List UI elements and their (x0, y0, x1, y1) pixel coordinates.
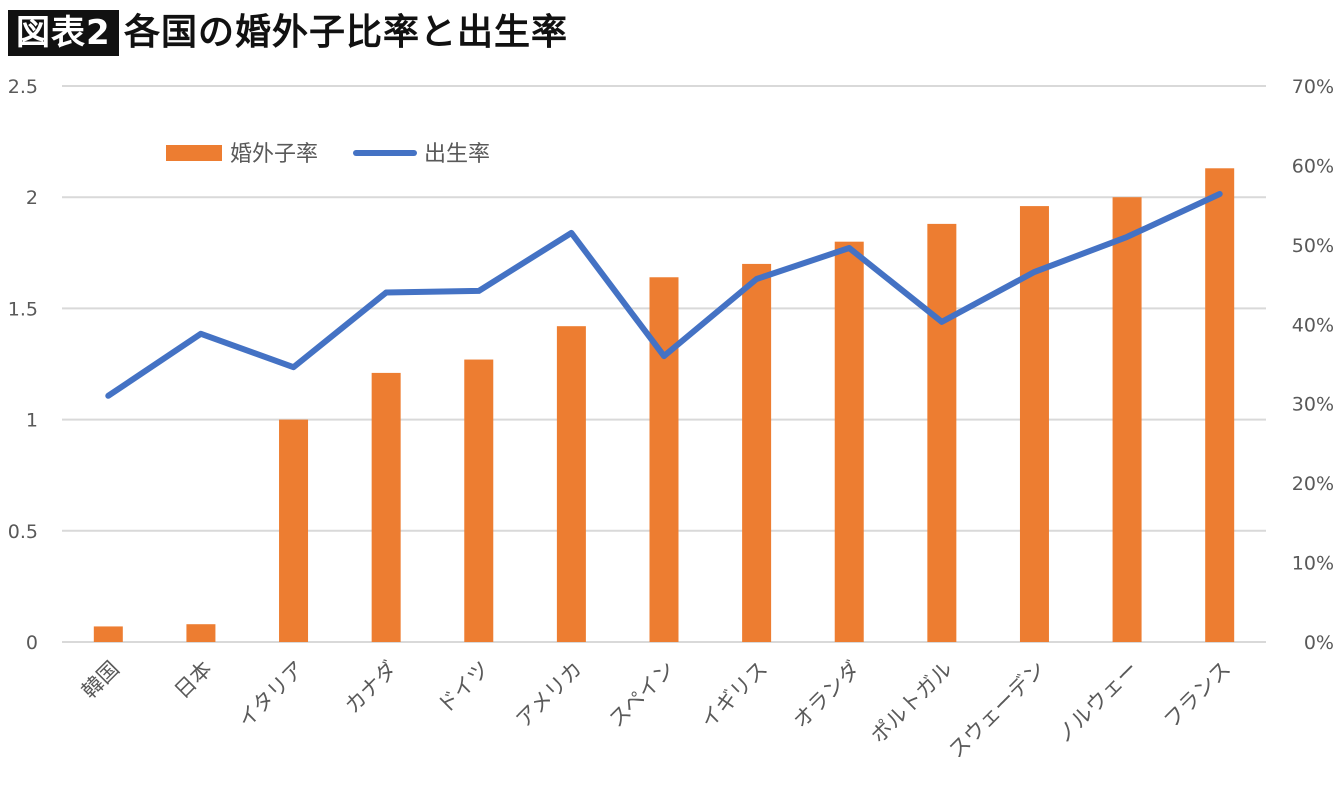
x-axis: 韓国 日本 イタリア カナダ ドイツ アメリカ スペイン イギリス オランダ ポルトガルスウェーデ… (77, 657, 1235, 763)
legend-swatch-bar (166, 145, 222, 161)
right-tick-label: 50% (1292, 235, 1334, 257)
bar (742, 263, 772, 642)
bar (927, 223, 957, 642)
figure-badge: 図表2 (8, 10, 119, 56)
left-tick-label: 0 (26, 632, 38, 654)
x-tick-label: 日本 (170, 657, 217, 704)
x-tick-label: イギリス (696, 657, 772, 733)
bar (1205, 168, 1235, 642)
bar-series (93, 168, 1235, 642)
legend-label-line: 出生率 (424, 142, 490, 167)
right-tick-label: 0% (1304, 632, 1334, 654)
right-tick-label: 20% (1292, 473, 1334, 495)
x-tick-label: フランス (1159, 657, 1235, 733)
bar (556, 326, 586, 642)
left-tick-label: 1 (26, 410, 38, 432)
right-tick-label: 70% (1292, 76, 1334, 98)
line-series (105, 191, 1223, 399)
bar (834, 241, 864, 642)
right-axis: 0% 10% 20% 30% 40% 50% 60% 70% (1292, 76, 1334, 654)
x-tick-label: イタリア (233, 657, 309, 733)
left-tick-label: 2 (26, 187, 38, 209)
legend-label-bar: 婚外子率 (230, 142, 318, 167)
x-tick-label: スペイン (604, 657, 679, 732)
left-tick-label: 2.5 (8, 76, 38, 98)
x-tick-label: カナダ (340, 657, 402, 719)
legend: 婚外子率 出生率 (166, 142, 490, 167)
chart-header: 図表2 各国の婚外子比率と出生率 (0, 0, 1340, 70)
bar (93, 626, 123, 642)
x-tick-label: ノルウェー (1051, 657, 1142, 748)
left-axis: 0 0.5 1 1.5 2 2.5 (8, 76, 38, 654)
x-tick-label: ドイツ (433, 657, 495, 719)
left-tick-label: 1.5 (8, 298, 38, 320)
bar (464, 359, 494, 642)
right-tick-label: 40% (1292, 314, 1334, 336)
right-tick-label: 10% (1292, 553, 1334, 575)
x-tick-label: アメリカ (511, 657, 587, 733)
line-path (105, 191, 1223, 399)
right-tick-label: 60% (1292, 155, 1334, 177)
right-tick-label: 30% (1292, 394, 1334, 416)
x-tick-label: 韓国 (77, 657, 124, 704)
left-tick-label: 0.5 (8, 521, 38, 543)
x-tick-label: スウェーデン (944, 657, 1050, 763)
bar (649, 277, 679, 642)
chart-title: 各国の婚外子比率と出生率 (124, 12, 569, 53)
bar (186, 624, 216, 642)
bar (1112, 197, 1142, 642)
x-tick-label: オランダ (788, 657, 864, 733)
x-tick-label: ポルトガル (866, 657, 957, 748)
bar (279, 419, 309, 642)
bar (371, 372, 401, 642)
